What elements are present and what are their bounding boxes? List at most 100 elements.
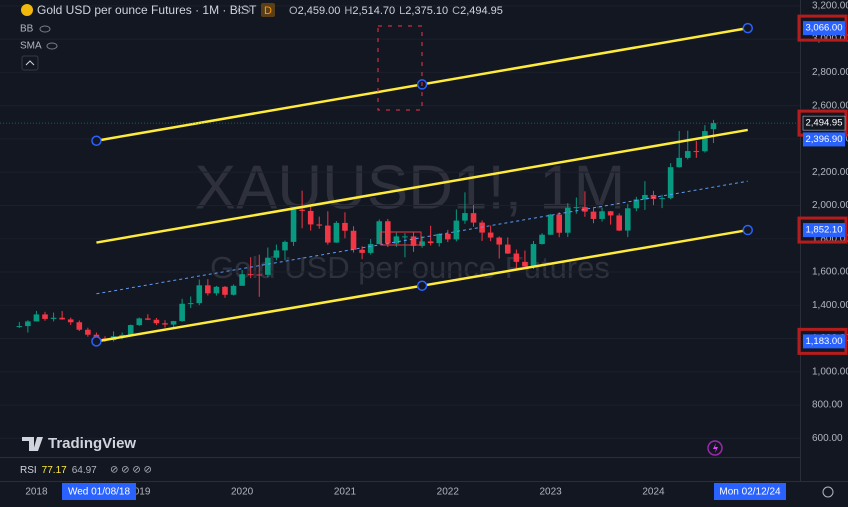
annotation-box xyxy=(377,25,423,111)
y-tick-label: 2,000.00 xyxy=(812,200,848,211)
settings-icon[interactable] xyxy=(822,486,834,498)
ohlc-value: 2,459.00 xyxy=(298,5,341,17)
candle-body xyxy=(445,233,451,240)
candle-body xyxy=(359,249,365,253)
candle-body xyxy=(222,286,228,295)
candle-body xyxy=(239,274,245,286)
crosshair-label-bg xyxy=(714,483,786,500)
candle-body xyxy=(247,274,254,276)
eye-icon[interactable] xyxy=(237,6,251,14)
price-tag xyxy=(803,21,845,36)
symbol-icon xyxy=(21,4,33,16)
ohlc-key: C xyxy=(452,5,460,17)
candle-body xyxy=(470,213,477,223)
crosshair-label-bg xyxy=(62,483,136,500)
candle-body xyxy=(504,244,511,254)
candle-body xyxy=(136,318,143,326)
x-tick-label: 2022 xyxy=(437,487,460,498)
candle-body xyxy=(393,236,400,244)
candle-body xyxy=(462,213,468,221)
price-tag xyxy=(802,115,846,131)
candle-body xyxy=(513,253,520,262)
y-tick-label: 1,400.00 xyxy=(812,300,848,311)
candle-body xyxy=(273,250,280,258)
candle-body xyxy=(367,244,374,253)
x-tick-label: 2021 xyxy=(334,487,357,498)
alert-icon[interactable] xyxy=(707,440,723,456)
candle-body xyxy=(179,303,185,322)
candle-body xyxy=(530,244,537,267)
candle-body xyxy=(607,211,614,216)
candle-body xyxy=(290,209,297,242)
candle-body xyxy=(16,326,23,328)
candle-body xyxy=(307,210,314,225)
line-handle[interactable] xyxy=(742,224,753,236)
candle-body xyxy=(599,211,605,219)
crosshair-label: Mon 02/12/24 xyxy=(719,487,781,498)
candle-body xyxy=(693,151,700,153)
candle-body xyxy=(127,325,134,335)
logo: TradingView xyxy=(48,435,136,452)
line-handle[interactable] xyxy=(742,22,753,34)
candle-body xyxy=(684,151,691,158)
x-tick-label: 2019 xyxy=(128,487,151,498)
eye-icon[interactable] xyxy=(46,42,58,50)
candle-body xyxy=(76,322,83,330)
price-tag-label: 3,066.00 xyxy=(806,23,843,34)
plot xyxy=(0,5,800,439)
trend-line xyxy=(96,128,748,244)
y-tick-label: 2,200.00 xyxy=(812,167,848,178)
price-tag-label: 2,494.95 xyxy=(806,118,843,129)
y-tick-label: 1,000.00 xyxy=(812,366,848,377)
ohlc-value: 2,514.70 xyxy=(352,5,395,17)
price-tag xyxy=(803,223,845,238)
ohlc-key: H xyxy=(344,5,352,17)
ohlc-key: L xyxy=(399,5,405,17)
candle-body xyxy=(496,237,503,245)
candle-body xyxy=(556,214,563,233)
candle-body xyxy=(487,232,494,238)
candle-body xyxy=(419,241,425,246)
symbol-title[interactable]: Gold USD per ounce Futures · 1M · BIST xyxy=(37,3,257,17)
line-handle[interactable] xyxy=(91,336,102,347)
candle-body xyxy=(299,209,305,211)
candle-body xyxy=(333,222,340,243)
candle-body xyxy=(590,211,597,219)
y-tick-label: 1,600.00 xyxy=(812,267,848,278)
candle-body xyxy=(265,257,271,275)
candle-body xyxy=(316,224,323,226)
candle-body xyxy=(436,233,443,244)
collapse-icon xyxy=(25,60,35,66)
candle-body xyxy=(710,123,717,130)
annotation-box xyxy=(380,231,422,246)
price-tag-label: 1,852.10 xyxy=(806,225,843,236)
rsi-value: 77.17 xyxy=(42,465,67,476)
indicator-name[interactable]: BB xyxy=(20,24,34,35)
y-tick-label: 1,800.00 xyxy=(812,233,848,244)
line-handle[interactable] xyxy=(91,135,102,146)
candle-body xyxy=(410,236,417,246)
collapse-button[interactable] xyxy=(21,55,39,71)
eye-icon[interactable] xyxy=(39,25,51,33)
candle-body xyxy=(522,261,528,267)
candle-body xyxy=(573,207,580,209)
rsi-name: RSI xyxy=(20,465,37,476)
candle-body xyxy=(453,220,460,240)
line-handle[interactable] xyxy=(416,280,428,291)
candle-body xyxy=(162,323,168,325)
ohlc-key: O xyxy=(289,5,298,17)
y-tick-label: 800.00 xyxy=(812,400,843,411)
trend-line xyxy=(96,180,748,295)
candle-body xyxy=(402,236,408,238)
indicator-name[interactable]: SMA xyxy=(20,41,42,52)
rsi-value: 64.97 xyxy=(72,465,97,476)
candle-body xyxy=(59,317,65,320)
candle-body xyxy=(85,329,91,335)
candle-body xyxy=(376,221,383,245)
candle-body xyxy=(624,208,631,231)
candle-body xyxy=(350,230,357,250)
candle-body xyxy=(282,241,288,251)
candle-body xyxy=(659,198,665,200)
price-tag xyxy=(803,334,845,349)
